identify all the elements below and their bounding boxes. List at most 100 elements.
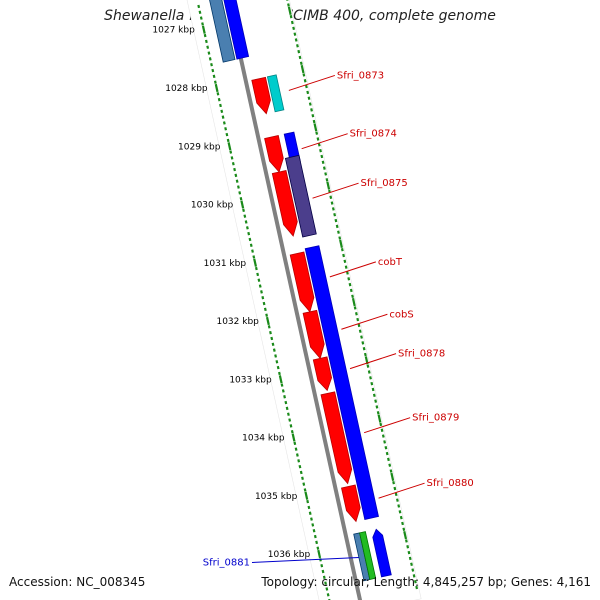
- right-tick: [289, 14, 293, 19]
- right-tick: [319, 148, 322, 153]
- right-tick: [305, 84, 308, 89]
- gene-cobt[interactable]: [289, 251, 315, 313]
- right-tick: [297, 49, 301, 54]
- gene-label[interactable]: Sfri_0874: [350, 129, 397, 140]
- right-tick: [410, 562, 413, 566]
- left-tick: [234, 173, 238, 178]
- right-tick: [293, 32, 297, 36]
- left-tick: [261, 296, 265, 300]
- gene-label[interactable]: cobS: [389, 309, 413, 320]
- gene-cyan-1[interactable]: [266, 74, 285, 113]
- gene-label[interactable]: Sfri_0879: [412, 413, 459, 424]
- right-tick: [325, 178, 329, 182]
- right-tick: [383, 440, 387, 444]
- left-tick-major: [214, 83, 219, 93]
- right-tick: [298, 55, 302, 60]
- right-tick: [338, 236, 342, 240]
- left-tick: [271, 342, 275, 347]
- right-tick: [387, 457, 390, 462]
- left-tick-major: [291, 433, 296, 442]
- left-tick-major: [201, 25, 206, 34]
- left-tick: [270, 336, 274, 341]
- label-leader: [378, 482, 425, 499]
- genome-backbone: [225, 0, 363, 600]
- right-tick-major: [390, 472, 395, 482]
- gene-label[interactable]: Sfri_0873: [337, 70, 384, 81]
- left-tick: [276, 365, 280, 370]
- left-tick: [213, 80, 217, 84]
- left-tick: [230, 156, 234, 160]
- left-tick: [302, 482, 306, 486]
- right-tick: [363, 352, 367, 357]
- left-tick: [272, 348, 276, 352]
- left-tick: [235, 179, 239, 183]
- left-tick: [198, 10, 202, 14]
- right-tick: [324, 172, 328, 176]
- gene-label[interactable]: Sfri_0880: [427, 478, 474, 489]
- gene-sfri_0878[interactable]: [312, 356, 333, 392]
- left-tick: [316, 546, 320, 550]
- left-tick: [258, 284, 262, 288]
- left-tick: [313, 534, 317, 539]
- left-tick: [293, 441, 297, 446]
- left-tick: [269, 330, 272, 335]
- left-tick: [212, 74, 216, 79]
- right-tick: [401, 521, 404, 526]
- right-tick: [374, 399, 378, 403]
- right-tick-major: [313, 123, 318, 132]
- right-tick: [349, 288, 353, 293]
- left-tick: [310, 517, 313, 521]
- left-tick: [216, 92, 220, 96]
- gene-sfri_0875[interactable]: [271, 170, 298, 237]
- gene-layer[interactable]: [209, 0, 392, 582]
- left-tick: [315, 540, 319, 545]
- left-tick: [219, 103, 222, 108]
- gene-cobs[interactable]: [302, 309, 325, 360]
- gene-sfri_0874[interactable]: [264, 135, 284, 173]
- left-tick: [320, 563, 324, 568]
- label-leader: [312, 182, 359, 199]
- gene-label[interactable]: Sfri_0881: [203, 558, 250, 569]
- gene-blue-11[interactable]: [304, 245, 379, 520]
- left-tick: [278, 371, 281, 376]
- right-tick: [286, 0, 289, 1]
- left-tick: [260, 290, 263, 294]
- right-tick: [402, 527, 406, 531]
- gene-label[interactable]: cobT: [378, 257, 403, 268]
- left-tick: [199, 16, 203, 20]
- left-tick: [325, 587, 329, 591]
- gene-green-13[interactable]: [359, 531, 377, 580]
- left-tick-major: [253, 258, 258, 267]
- gene-purple-5[interactable]: [284, 154, 317, 238]
- gene-steel-15[interactable]: [209, 0, 236, 63]
- left-tick: [263, 307, 267, 312]
- gene-sfri_0880[interactable]: [341, 484, 361, 523]
- right-tick: [343, 259, 347, 264]
- left-tick: [299, 470, 303, 475]
- right-tick: [290, 20, 294, 25]
- kbp-label: 1029 kbp: [178, 142, 221, 152]
- right-tick: [399, 515, 403, 520]
- right-tick: [306, 90, 310, 95]
- gene-sfri_0879[interactable]: [320, 391, 353, 485]
- right-tick: [367, 370, 371, 374]
- left-tick: [220, 109, 224, 114]
- gene-label[interactable]: Sfri_0875: [361, 178, 408, 189]
- gene-label[interactable]: Sfri_0878: [398, 349, 445, 360]
- gene-sfri_0873[interactable]: [251, 76, 271, 115]
- gene-blue-16[interactable]: [223, 0, 250, 60]
- genome-summary: Topology: circular; Length: 4,845,257 bp…: [261, 575, 591, 589]
- left-tick: [284, 400, 288, 405]
- gene-blue-14[interactable]: [372, 528, 392, 578]
- left-tick: [326, 593, 330, 597]
- label-leader: [301, 133, 348, 150]
- right-tick: [369, 376, 372, 380]
- left-tick: [298, 464, 302, 469]
- left-tick: [238, 191, 242, 195]
- left-tick-major: [240, 200, 245, 209]
- right-tick-major: [339, 239, 343, 248]
- right-tick-major: [351, 297, 356, 307]
- right-tick: [340, 247, 344, 252]
- left-tick: [308, 511, 312, 515]
